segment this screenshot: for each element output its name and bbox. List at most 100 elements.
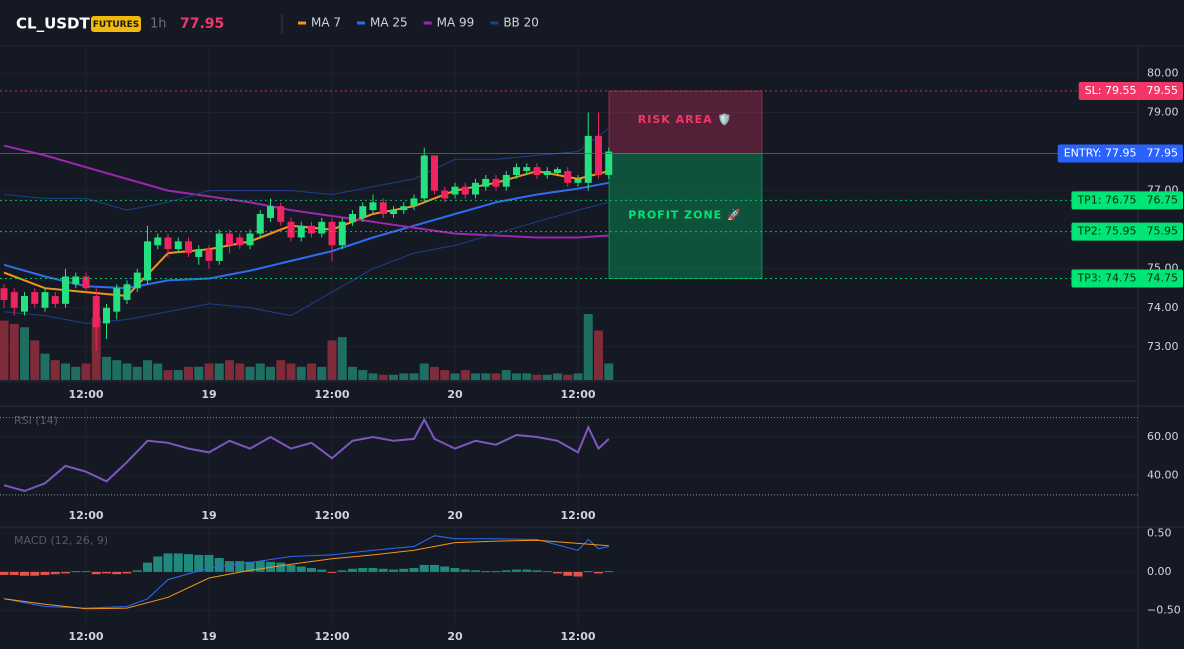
volume-bar xyxy=(583,314,593,380)
volume-bar xyxy=(553,373,562,380)
volume-bar xyxy=(399,373,409,380)
volume-bar xyxy=(102,356,111,380)
volume-bar xyxy=(112,360,122,380)
macd-line xyxy=(3,539,609,610)
level-tag: 77.95 ENTRY: 77.95 xyxy=(1057,144,1183,163)
histogram-bar xyxy=(327,571,337,573)
candle-body xyxy=(51,296,59,304)
volume-bar xyxy=(61,363,70,380)
legend: MA 7 MA 25 MA 99 BB 20 xyxy=(298,16,539,30)
histogram-bar xyxy=(163,553,173,572)
volume-bar xyxy=(481,373,491,380)
legend-label: MA 99 xyxy=(437,16,475,30)
x-tick-label: 12:00 xyxy=(560,388,595,401)
volume-bar xyxy=(317,366,327,380)
volume-bar xyxy=(378,374,388,380)
y-tick-label: 0.00 xyxy=(1147,565,1172,578)
y-tick-label: 74.00 xyxy=(1147,301,1179,314)
candle-body xyxy=(267,206,274,218)
volume-bar xyxy=(194,366,204,380)
volume-bar xyxy=(419,363,429,380)
badge-bg xyxy=(91,16,141,32)
volume-bar xyxy=(512,373,521,380)
candle-body xyxy=(256,214,264,234)
volume-bar xyxy=(40,353,50,380)
volume-bar xyxy=(348,366,357,380)
level-label: SL: 79.55 xyxy=(1085,84,1137,97)
level-tag: 76.75 TP1: 76.75 xyxy=(1071,191,1183,210)
histogram-bar xyxy=(61,571,70,574)
volume-bar xyxy=(532,374,542,380)
volume-bar xyxy=(450,373,460,380)
histogram-bar xyxy=(184,554,193,572)
volume-bar xyxy=(563,374,573,380)
volume-bar xyxy=(0,320,9,380)
volume-bar xyxy=(296,366,306,380)
histogram-bar xyxy=(0,571,9,575)
panel-title: MACD (12, 26, 9) xyxy=(14,534,108,547)
candle-body xyxy=(113,288,121,312)
volume-bar xyxy=(307,363,316,380)
candle-body xyxy=(164,237,172,250)
level-tag-bg xyxy=(1057,144,1183,163)
volume-bar xyxy=(337,337,347,380)
volume-bar xyxy=(214,363,224,380)
volume-bar xyxy=(245,366,255,380)
histogram-bar xyxy=(71,571,81,573)
interval: 1h xyxy=(150,17,167,32)
histogram-bar xyxy=(40,571,50,575)
histogram-bar xyxy=(20,571,29,576)
histogram-bar xyxy=(153,556,163,572)
volume-bar xyxy=(460,370,470,380)
macd-line xyxy=(3,535,609,609)
x-tick-label: 12:00 xyxy=(68,509,103,522)
level-tag-bg xyxy=(1071,269,1183,288)
zone xyxy=(608,152,763,279)
histogram-bar xyxy=(604,571,614,573)
histogram-bar xyxy=(460,569,470,572)
candle-body xyxy=(523,167,531,172)
volume-bar xyxy=(522,373,532,380)
histogram-bar xyxy=(276,562,286,572)
level-value: 74.75 xyxy=(1147,271,1179,284)
histogram-bar xyxy=(409,568,419,572)
candle-body xyxy=(82,276,90,289)
histogram-bar xyxy=(81,571,91,573)
candle-body xyxy=(287,221,295,238)
histogram-bar xyxy=(378,568,388,572)
level-value: 75.95 xyxy=(1147,225,1179,238)
candle-body xyxy=(10,292,18,308)
y-tick-label: 73.00 xyxy=(1147,340,1179,353)
histogram-bar xyxy=(286,564,296,572)
volume-bar xyxy=(491,373,501,380)
candle-body xyxy=(390,210,397,215)
histogram-bar xyxy=(173,553,183,572)
candle-body xyxy=(564,171,572,183)
candle-body xyxy=(533,167,541,175)
candle-body xyxy=(277,206,285,222)
volume-bar xyxy=(30,340,40,380)
legend-label: BB 20 xyxy=(503,16,539,30)
candle-body xyxy=(21,296,28,312)
candle-body xyxy=(195,249,203,257)
histogram-bar xyxy=(235,561,245,572)
histogram-bar xyxy=(501,570,511,572)
histogram-bar xyxy=(50,571,60,575)
level-label: ENTRY: 77.95 xyxy=(1064,146,1137,159)
volume-bar xyxy=(132,366,142,380)
volume-bar xyxy=(81,363,91,380)
candle-body xyxy=(543,171,551,175)
x-tick-label: 19 xyxy=(201,630,216,643)
legend-label: MA 7 xyxy=(311,16,341,30)
histogram-bar xyxy=(122,571,132,574)
histogram-bar xyxy=(204,554,214,572)
y-tick-label: −0.50 xyxy=(1147,603,1181,616)
candle-body xyxy=(185,241,192,254)
level-tag-bg xyxy=(1078,82,1183,101)
panel-title: RSI (14) xyxy=(14,414,58,427)
candle-body xyxy=(410,198,418,207)
volume-bar xyxy=(173,370,183,380)
candle-body xyxy=(461,186,469,195)
